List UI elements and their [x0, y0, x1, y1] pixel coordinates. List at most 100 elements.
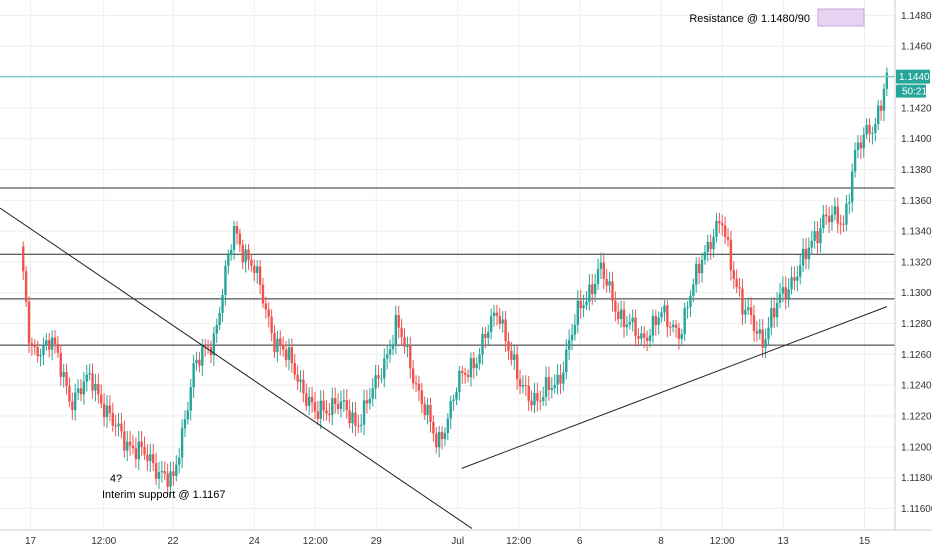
candle-body — [290, 347, 294, 364]
candle-body — [348, 410, 351, 424]
x-tick-label: 13 — [778, 536, 790, 547]
candle-body — [758, 329, 761, 334]
candle-body — [68, 386, 71, 402]
candle-body — [588, 284, 591, 302]
candle-body — [472, 358, 476, 369]
candle-body — [229, 249, 233, 256]
x-tick-label: 15 — [859, 536, 871, 547]
candle-body — [377, 375, 380, 379]
candle-body — [625, 324, 629, 328]
candle-body — [830, 214, 834, 223]
candle-body — [244, 249, 247, 263]
candle-body — [316, 411, 320, 419]
candle-body — [793, 277, 796, 281]
candle-body — [804, 248, 808, 260]
candle-body — [787, 289, 790, 299]
candle-body — [463, 372, 467, 375]
candle-body — [576, 300, 580, 325]
candle-body — [747, 307, 750, 310]
candle-body — [810, 240, 813, 248]
y-tick-label: 1.13800 — [901, 165, 932, 176]
candle-body — [622, 309, 626, 328]
candle-body — [128, 441, 132, 446]
candle-body — [166, 473, 169, 487]
candle-body — [319, 400, 322, 419]
candle-body — [310, 396, 314, 403]
candle-body — [721, 223, 724, 226]
candle-body — [527, 385, 530, 401]
candle-body — [741, 288, 744, 315]
candle-body — [302, 379, 305, 394]
candle-body — [773, 308, 776, 318]
candle-body — [697, 263, 701, 274]
current-price-label: 1.14403 — [899, 72, 932, 83]
y-tick-label: 1.13000 — [901, 288, 932, 299]
candle-body — [781, 287, 785, 294]
candle-body — [111, 413, 114, 426]
candle-body — [848, 202, 851, 204]
candle-body — [163, 471, 166, 474]
candle-body — [801, 248, 805, 266]
candle-body — [484, 334, 487, 338]
time-axis: 17 12:00 22 24 12:00 29 Jul 12:00 6 8 12:00 13 15 — [0, 529, 932, 547]
candle-body — [856, 142, 860, 150]
candle-body — [267, 309, 270, 317]
candle-body — [287, 347, 291, 360]
candle-body — [726, 237, 730, 240]
candle-body — [452, 399, 455, 402]
candle-body — [56, 343, 60, 353]
candle-body — [420, 390, 424, 404]
candle-body — [175, 464, 178, 476]
candle-body — [432, 421, 435, 434]
support-note: Interim support @ 1.1167 — [102, 489, 225, 501]
x-tick-label: 12:00 — [710, 536, 735, 547]
candle-body — [796, 276, 799, 281]
candle-body — [189, 387, 192, 411]
candle-body — [261, 284, 265, 304]
x-tick-label: 12:00 — [506, 536, 531, 547]
y-tick-label: 1.13200 — [901, 257, 932, 268]
candle-body — [671, 324, 675, 328]
candle-body — [33, 345, 36, 347]
candle-body — [65, 371, 68, 387]
candle-body — [755, 331, 759, 334]
candle-body — [859, 142, 863, 149]
candle-body — [544, 377, 548, 398]
candle-body — [105, 405, 109, 418]
y-tick-label: 1.14800 — [901, 11, 932, 22]
candle-body — [709, 242, 712, 250]
candle-body — [862, 134, 865, 149]
candle-body — [761, 329, 764, 348]
candle-body — [778, 293, 782, 303]
candle-body — [123, 431, 126, 451]
time-axis-panel[interactable] — [0, 530, 932, 550]
candle-body — [39, 354, 42, 357]
candle-body — [258, 266, 262, 285]
candle-body — [201, 346, 204, 366]
candle-body — [143, 447, 146, 455]
candle-body — [276, 338, 279, 353]
candle-body — [562, 372, 565, 384]
candle-body — [764, 339, 767, 348]
candle-body — [605, 278, 608, 286]
candle-body — [336, 403, 340, 409]
candle-body — [357, 425, 360, 427]
candle-body — [645, 337, 649, 341]
candle-body — [380, 378, 383, 380]
candle-body — [273, 332, 276, 353]
candle-body — [735, 278, 738, 288]
candle-body — [749, 307, 753, 316]
candle-body — [440, 432, 444, 440]
candle-body — [383, 358, 386, 379]
candle-body — [715, 220, 718, 237]
candle-body — [466, 374, 470, 378]
candle-body — [530, 400, 533, 406]
candle-body — [59, 352, 62, 377]
candle-body — [738, 287, 741, 289]
x-tick-label: 22 — [167, 536, 179, 547]
candle-body — [868, 124, 871, 134]
candle-body — [570, 334, 574, 341]
x-tick-label: 24 — [249, 536, 261, 547]
candle-body — [27, 301, 31, 344]
